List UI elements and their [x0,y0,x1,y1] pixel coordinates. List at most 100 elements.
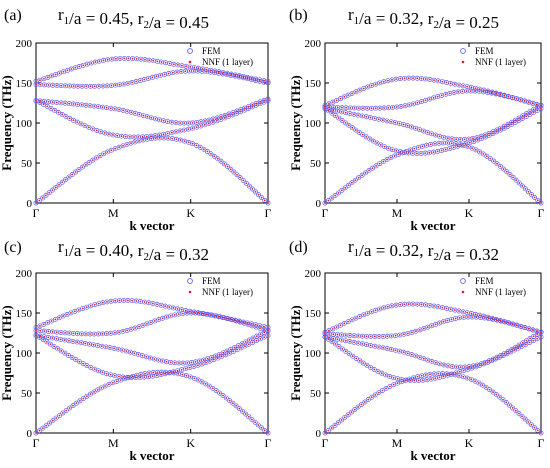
nnf-point [85,306,88,309]
nnf-point [354,179,357,182]
nnf-point [43,100,46,103]
nnf-point [328,102,330,105]
nnf-point [76,341,79,343]
nnf-point [395,304,397,307]
nnf-point [338,345,340,348]
y-axis-label: Frequency (THz) [0,75,14,170]
nnf-point [167,137,170,140]
title-text: /a = 0.45 [149,13,209,32]
nnf-point [341,119,343,122]
fem-point [265,430,271,436]
nnf-point [416,101,419,104]
nnf-point [218,70,220,73]
nnf-point [119,379,122,381]
nnf-point [518,182,521,184]
nnf-point [72,85,75,88]
nnf-point [436,95,439,98]
nnf-point [198,360,201,362]
nnf-point [358,131,361,134]
nnf-point [159,74,162,77]
nnf-point [165,316,168,318]
fem-point [538,334,544,340]
nnf-point [424,78,427,80]
nnf-point [349,334,351,337]
nnf-point [474,87,477,90]
nnf-point [484,361,487,364]
fem-point [80,361,86,367]
nnf-point [484,133,487,136]
nnf-point [80,103,83,106]
nnf-point [514,409,517,412]
nnf-point [358,359,361,362]
nnf-point [344,111,347,114]
nnf-point [160,61,163,63]
nnf-point [444,93,447,96]
fem-point [342,185,348,191]
nnf-point [106,151,109,153]
nnf-point [392,376,395,379]
nnf-point [367,398,370,401]
nnf-point [96,344,99,347]
nnf-point [361,174,363,177]
legend-fem-marker [187,48,193,54]
nnf-point [220,160,222,163]
nnf-point [242,179,245,182]
nnf-point [382,335,385,338]
nnf-point [230,73,233,75]
nnf-point [234,73,237,76]
nnf-point [41,427,44,430]
nnf-point [135,57,138,60]
nnf-point [263,336,266,338]
nnf-point [424,303,427,306]
nnf-point [232,111,234,114]
nnf-point [39,325,41,327]
fem-point [233,403,239,409]
nnf-point [241,410,244,413]
nnf-point [370,107,373,110]
nnf-point [251,341,254,344]
nnf-point [172,63,175,66]
nnf-point [133,352,136,355]
nnf-point [238,407,241,410]
fem-point [62,350,68,356]
fem-point [250,335,256,341]
nnf-point [448,147,451,150]
fem-point [516,180,522,186]
fem-point [377,161,383,167]
fem-point [66,352,71,358]
nnf-point [180,70,183,73]
nnf-point [255,335,258,337]
nnf-point [430,132,433,135]
nnf-point [42,323,45,326]
fem-point [350,353,356,359]
nnf-point [95,129,98,132]
nnf-point [82,64,85,67]
y-axis-label: Frequency (THz) [0,305,14,400]
nnf-point [148,372,151,374]
nnf-point [335,326,338,328]
fem-point [513,408,519,414]
fem-point [230,400,236,406]
nnf-point [440,94,443,97]
nnf-point [126,329,129,332]
nnf-point [122,330,125,333]
fem-point [531,106,537,112]
nnf-point [366,107,369,110]
nnf-point [428,304,431,307]
nnf-point [169,361,172,364]
fem-point [252,419,258,425]
nnf-point [191,121,194,124]
nnf-point [122,376,125,378]
y-tick-label: 50 [21,388,33,400]
nnf-point [162,133,165,136]
nnf-point [442,142,445,144]
nnf-point [432,96,435,99]
nnf-point [351,126,354,129]
nnf-point [499,165,502,168]
fem-point [46,190,52,196]
nnf-point [220,355,223,358]
nnf-point [158,134,161,136]
x-tick-label: K [465,436,474,450]
nnf-point [43,335,46,338]
nnf-point [386,335,389,338]
